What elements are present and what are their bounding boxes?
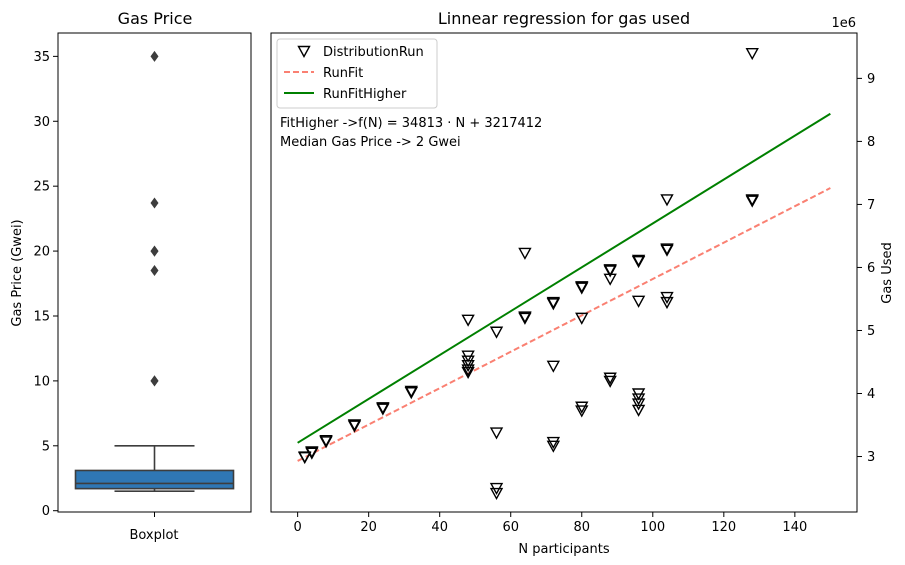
boxplot-y-ticks: 0 5 10 15 20 25 30 35 xyxy=(33,50,58,519)
distribution-run-point xyxy=(631,388,646,401)
boxplot-title: Gas Price xyxy=(118,9,193,28)
regression-y-tick-label: 3 xyxy=(867,450,875,465)
regression-x-tick-label: 80 xyxy=(573,520,590,535)
distribution-run-point xyxy=(575,405,589,418)
distribution-run-point xyxy=(489,326,504,339)
regression-x-tick-label: 120 xyxy=(711,520,736,535)
regression-y-ticks: 3 4 5 6 7 8 9 xyxy=(857,72,875,465)
boxplot-y-tick-label: 20 xyxy=(33,245,50,260)
distribution-run-point xyxy=(376,402,390,415)
legend: DistributionRun RunFit RunFitHigher xyxy=(276,38,438,109)
distribution-run-point xyxy=(575,281,589,294)
regression-y-tick-label: 5 xyxy=(867,324,875,339)
regression-x-tick-label: 40 xyxy=(431,520,448,535)
regression-y-tick-label: 8 xyxy=(867,135,875,150)
boxplot-outlier xyxy=(150,245,159,257)
regression-x-tick-label: 100 xyxy=(640,520,665,535)
distribution-run-point xyxy=(631,295,646,308)
legend-label-distribution-run: DistributionRun xyxy=(323,45,424,60)
distribution-run-point xyxy=(546,296,561,310)
distribution-run-point xyxy=(660,243,674,256)
distribution-run-point xyxy=(305,446,319,459)
distribution-run-point xyxy=(745,47,759,61)
distribution-run-point xyxy=(660,296,674,310)
boxplot-box xyxy=(74,469,235,490)
boxplot-y-tick-label: 10 xyxy=(33,374,50,389)
regression-y-tick-label: 6 xyxy=(867,261,875,276)
y-axis-offset-label: 1e6 xyxy=(831,16,856,31)
distribution-run-point xyxy=(631,393,646,406)
distribution-run-point xyxy=(404,385,418,398)
legend-label-run-fit-higher: RunFitHigher xyxy=(323,87,407,102)
distribution-run-point xyxy=(461,314,475,327)
distribution-run-point xyxy=(489,482,504,496)
legend-marker-triangle xyxy=(297,45,311,58)
boxplot-y-tick-label: 35 xyxy=(33,50,50,65)
distribution-run-point xyxy=(489,427,504,440)
distribution-run-point xyxy=(518,247,532,260)
regression-y-axis-label: Gas Used xyxy=(880,242,895,303)
fit-equation-annotation: FitHigher ->f(N) = 34813 · N + 3217412 xyxy=(280,116,542,131)
regression-y-tick-label: 4 xyxy=(867,387,875,402)
distribution-run-point xyxy=(660,194,674,207)
distribution-run-point xyxy=(461,350,475,363)
distribution-run-point xyxy=(347,419,362,432)
boxplot-outlier xyxy=(150,197,159,209)
distribution-run-point xyxy=(603,372,617,385)
distribution-run-point xyxy=(575,401,589,414)
boxplot-y-tick-label: 0 xyxy=(42,504,50,519)
regression-y-tick-label: 9 xyxy=(867,72,875,87)
boxplot-y-axis-label: Gas Price (Gwei) xyxy=(10,219,25,326)
boxplot-y-tick-label: 5 xyxy=(42,439,50,454)
distribution-run-point xyxy=(518,311,532,324)
boxplot-y-tick-label: 25 xyxy=(33,180,50,195)
boxplot-outlier xyxy=(150,50,159,62)
distribution-run-point xyxy=(575,312,589,325)
run-fit-line xyxy=(297,187,831,462)
distribution-run-point xyxy=(461,355,475,368)
distribution-run-point xyxy=(546,360,561,373)
legend-frame xyxy=(276,38,438,109)
run-fit-higher-line xyxy=(297,112,831,444)
boxplot-category-label: Boxplot xyxy=(129,528,178,543)
distribution-run-point xyxy=(603,375,617,388)
median-gas-price-annotation: Median Gas Price -> 2 Gwei xyxy=(280,135,461,150)
distribution-run-point xyxy=(319,434,333,448)
regression-x-tick-label: 0 xyxy=(293,520,301,535)
regression-y-tick-label: 7 xyxy=(867,198,875,213)
boxplot-panel: Gas Price Gas Price (Gwei) 0 5 10 15 20 25 30 3… xyxy=(10,9,252,543)
boxplot-y-tick-label: 30 xyxy=(33,115,50,130)
distribution-run-point xyxy=(745,194,759,207)
regression-x-tick-label: 20 xyxy=(360,520,377,535)
boxplot-y-tick-label: 15 xyxy=(33,309,50,324)
regression-x-tick-label: 60 xyxy=(502,520,519,535)
distribution-run-point xyxy=(546,440,561,453)
regression-x-tick-label: 140 xyxy=(782,520,807,535)
distribution-run-point xyxy=(631,254,646,267)
regression-x-axis-label: N participants xyxy=(518,542,609,557)
regression-title: Linnear regression for gas used xyxy=(438,9,690,28)
distribution-run-point xyxy=(603,264,617,277)
distribution-run-point xyxy=(489,487,504,501)
legend-label-run-fit: RunFit xyxy=(323,66,363,81)
distribution-run-point xyxy=(546,436,561,449)
distribution-run-point xyxy=(660,291,674,305)
regression-frame xyxy=(270,32,858,513)
regression-plot-area xyxy=(297,47,831,501)
distribution-run-point xyxy=(298,451,312,464)
boxplot-outlier xyxy=(150,265,159,277)
boxplot-plot-area xyxy=(74,50,235,493)
boxplot-outlier xyxy=(150,375,159,387)
regression-x-ticks: 0 20 40 60 80 100 120 140 xyxy=(293,512,807,535)
regression-panel: Linnear regression for gas used 0 20 40 60 8… xyxy=(270,9,895,557)
